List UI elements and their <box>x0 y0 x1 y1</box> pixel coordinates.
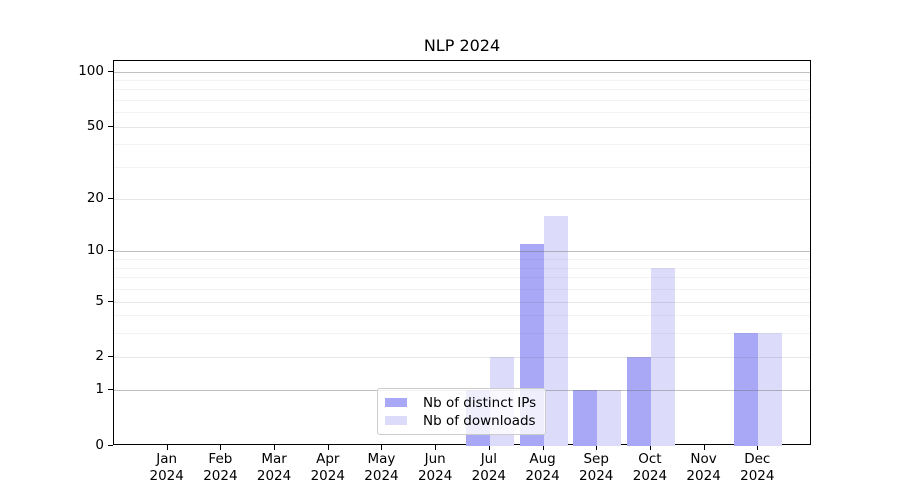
x-tick-mark <box>703 445 705 450</box>
x-tick-label: Jan 2024 <box>149 451 184 484</box>
legend-entry-distinct-ips: Nb of distinct IPs <box>385 394 545 412</box>
gridline-minor <box>114 267 810 269</box>
gridline-major <box>114 199 810 201</box>
x-tick-label: May 2024 <box>364 451 399 484</box>
gridline-minor <box>114 315 810 317</box>
y-tick-label: 1 <box>95 380 104 397</box>
x-tick-label: Oct 2024 <box>632 451 668 484</box>
x-tick-mark <box>757 445 759 450</box>
x-tick-label: Jun 2024 <box>417 451 453 484</box>
bar-distinct-ips <box>734 332 759 446</box>
gridline-minor <box>114 89 810 91</box>
bar-distinct-ips <box>626 356 651 446</box>
y-tick-mark <box>108 388 113 390</box>
y-tick-mark <box>108 198 113 200</box>
gridline-minor <box>114 259 810 261</box>
y-tick-mark <box>108 250 113 252</box>
x-tick-label: Nov 2024 <box>686 451 721 484</box>
bar-downloads <box>597 389 622 446</box>
bar-downloads <box>543 216 568 446</box>
gridline-minor <box>114 112 810 114</box>
gridline-minor <box>114 167 810 169</box>
gridline-minor <box>114 80 810 82</box>
y-tick-mark <box>108 445 113 446</box>
x-tick-mark <box>488 445 490 450</box>
gridline-major <box>114 356 810 358</box>
y-tick-mark <box>108 355 113 357</box>
gridline-minor <box>114 332 810 334</box>
x-tick-mark <box>166 445 168 450</box>
legend-entry-downloads: Nb of downloads <box>385 412 545 430</box>
legend-swatch-downloads <box>385 416 407 425</box>
x-tick-label: Aug 2024 <box>525 451 560 484</box>
y-tick-label: 20 <box>86 190 104 207</box>
gridline-major <box>114 71 810 73</box>
x-tick-mark <box>381 445 383 450</box>
x-tick-mark <box>220 445 222 450</box>
bar-distinct-ips <box>573 389 598 446</box>
x-tick-mark <box>649 445 651 450</box>
chart-title: NLP 2024 <box>423 36 501 55</box>
gridline-minor <box>114 99 810 101</box>
gridline-minor <box>114 144 810 146</box>
bar-downloads <box>758 332 783 446</box>
x-tick-mark <box>596 445 598 450</box>
gridline-major <box>114 126 810 128</box>
gridline-major <box>114 302 810 303</box>
x-tick-label: Mar 2024 <box>256 451 292 484</box>
gridline-major <box>114 251 810 253</box>
plot-area <box>113 60 811 446</box>
gridlines-layer <box>114 61 810 444</box>
y-tick-label: 10 <box>86 242 104 259</box>
gridline-minor <box>114 288 810 290</box>
y-tick-label: 2 <box>95 347 104 364</box>
y-tick-mark <box>108 125 113 127</box>
x-tick-label: Jul 2024 <box>471 451 507 484</box>
legend-label-downloads: Nb of downloads <box>423 412 536 429</box>
x-tick-label: Apr 2024 <box>310 451 345 484</box>
bar-downloads <box>650 267 675 446</box>
y-tick-mark <box>108 70 113 72</box>
x-tick-mark <box>274 445 276 450</box>
x-tick-mark <box>542 445 544 450</box>
x-tick-label: Dec 2024 <box>740 451 775 484</box>
y-tick-mark <box>108 301 113 302</box>
legend-label-distinct-ips: Nb of distinct IPs <box>423 394 537 411</box>
y-tick-label: 50 <box>86 117 104 134</box>
legend: Nb of distinct IPs Nb of downloads <box>377 388 546 435</box>
x-tick-mark <box>327 445 329 450</box>
legend-swatch-distinct-ips <box>385 398 407 407</box>
gridline-minor <box>114 277 810 279</box>
x-tick-mark <box>435 445 437 450</box>
x-tick-label: Feb 2024 <box>203 451 238 484</box>
y-tick-label: 100 <box>78 62 104 79</box>
y-tick-label: 0 <box>95 437 104 453</box>
y-tick-label: 5 <box>95 293 104 309</box>
x-tick-label: Sep 2024 <box>579 451 614 484</box>
